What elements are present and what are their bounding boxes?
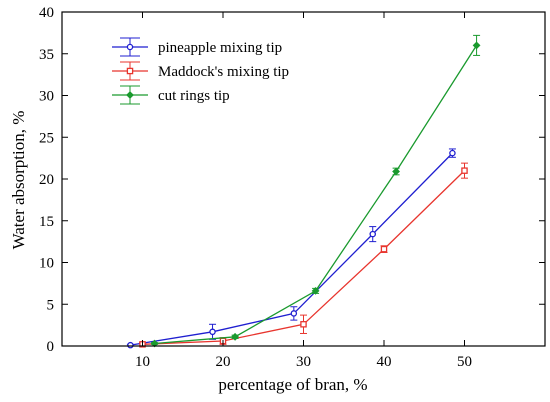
series-2 xyxy=(150,34,481,348)
y-tick-label: 35 xyxy=(39,47,54,63)
legend-marker xyxy=(126,67,134,75)
y-axis-title: Water absorption, % xyxy=(9,111,28,250)
legend-item-1: Maddock's mixing tip xyxy=(112,61,289,81)
data-point-2-2 xyxy=(311,286,320,295)
x-tick-label: 40 xyxy=(377,354,392,370)
legend-label: cut rings tip xyxy=(158,88,230,104)
y-tick-label: 40 xyxy=(39,5,54,21)
legend-item-0: pineapple mixing tip xyxy=(112,37,282,57)
data-point-0-0 xyxy=(127,341,134,349)
data-point-1-4 xyxy=(461,167,468,174)
axis-layer: 10 20 30 40 50 0 5 10 15 20 25 30 35 40 xyxy=(39,5,546,370)
x-tick-label: 50 xyxy=(457,354,472,370)
legend-label: Maddock's mixing tip xyxy=(158,64,289,80)
data-point-2-1 xyxy=(231,332,239,341)
data-point-0-3 xyxy=(369,230,376,238)
y-tick-label: 30 xyxy=(39,89,54,105)
y-tick-label: 10 xyxy=(39,256,54,272)
y-tick-label: 5 xyxy=(47,297,55,313)
data-point-0-2 xyxy=(290,310,298,317)
legend: pineapple mixing tip Maddock's mixing tip… xyxy=(112,37,289,105)
data-point-0-1 xyxy=(209,328,216,336)
y-tick-label: 15 xyxy=(39,214,54,230)
y-tick-label: 20 xyxy=(39,172,54,188)
x-tick-label: 30 xyxy=(296,354,311,370)
y-tick-label: 25 xyxy=(39,130,54,146)
legend-label: pineapple mixing tip xyxy=(158,40,282,56)
data-point-0-4 xyxy=(449,149,456,157)
y-tick-label: 0 xyxy=(47,339,55,355)
legend-marker xyxy=(126,91,134,99)
data-point-1-3 xyxy=(380,245,388,253)
legend-marker xyxy=(126,43,134,51)
x-tick-label: 20 xyxy=(216,354,231,370)
data-layer xyxy=(126,34,481,349)
x-axis-title: percentage of bran, % xyxy=(218,375,367,394)
data-point-2-3 xyxy=(392,167,400,176)
x-tick-label: 10 xyxy=(135,354,150,370)
legend-item-2: cut rings tip xyxy=(112,85,230,105)
data-point-1-2 xyxy=(300,321,307,328)
data-point-2-4 xyxy=(472,41,481,50)
data-point-2-0 xyxy=(150,339,159,348)
